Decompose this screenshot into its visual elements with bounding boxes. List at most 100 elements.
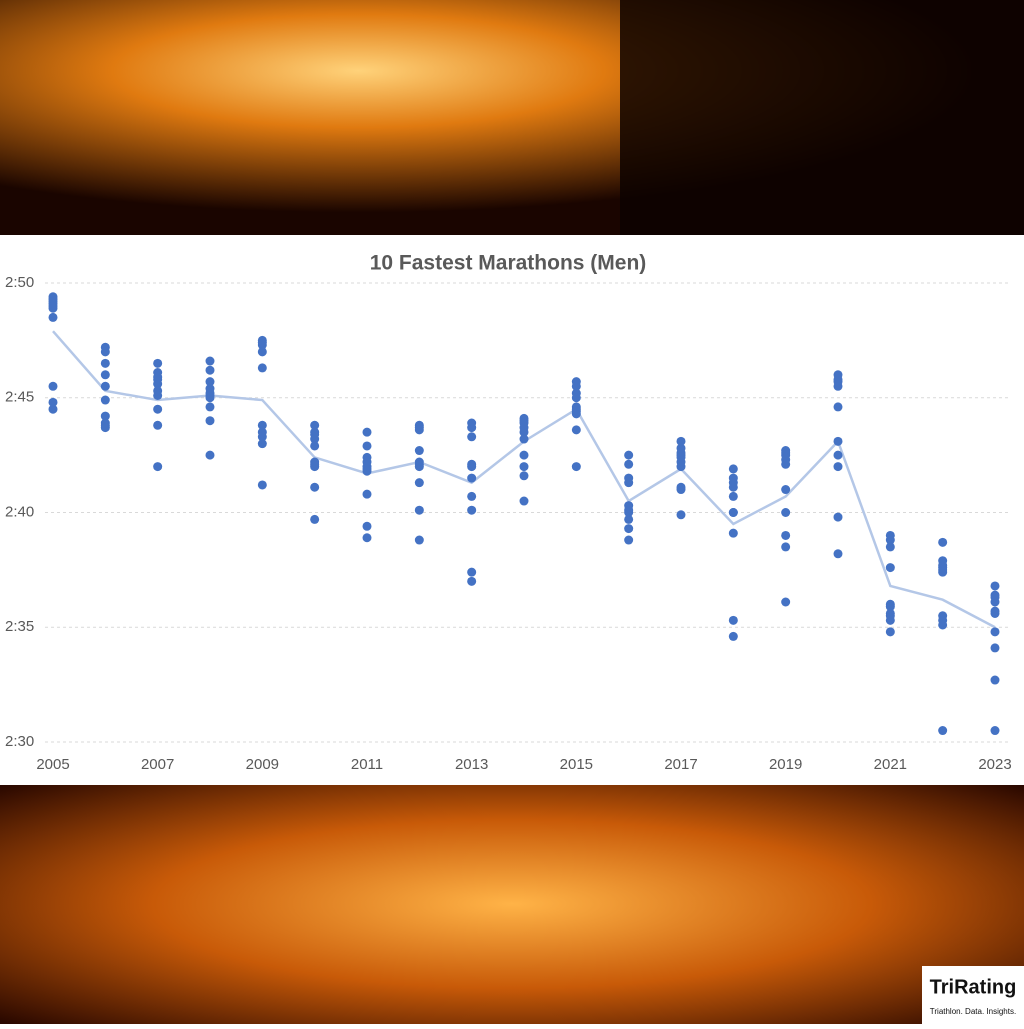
logo-name: TriRating — [930, 976, 1017, 998]
point — [885, 602, 895, 612]
point — [467, 462, 477, 472]
point — [624, 508, 634, 517]
point — [833, 381, 843, 391]
point — [624, 535, 634, 545]
point — [100, 370, 110, 380]
fire-bottom — [0, 784, 1024, 1024]
x-tick-label: 2013 — [455, 756, 488, 773]
point — [676, 485, 686, 495]
point — [519, 462, 529, 472]
point — [990, 627, 1000, 637]
point — [310, 434, 320, 444]
point — [833, 450, 843, 460]
x-tick-label: 2007 — [141, 756, 174, 773]
point — [624, 478, 634, 488]
point — [676, 462, 686, 472]
point — [205, 356, 215, 366]
point — [833, 436, 843, 446]
point — [205, 365, 215, 375]
point — [362, 533, 372, 543]
point — [728, 528, 738, 538]
point — [885, 563, 895, 573]
point — [571, 381, 581, 391]
point — [153, 420, 163, 430]
point — [257, 480, 267, 490]
logo-tagline: Triathlon. Data. Insights. — [930, 1007, 1016, 1016]
point — [48, 404, 58, 414]
point — [938, 537, 948, 547]
point — [885, 542, 895, 552]
point — [990, 675, 1000, 685]
point — [728, 482, 738, 492]
point — [48, 312, 58, 322]
x-tick-label: 2017 — [664, 756, 697, 773]
point — [100, 411, 110, 421]
point — [885, 627, 895, 637]
point — [467, 423, 477, 433]
x-tick-label: 2011 — [351, 756, 383, 773]
point — [414, 462, 424, 472]
x-tick-label: 2015 — [560, 756, 593, 773]
point — [990, 726, 1000, 736]
point — [48, 381, 58, 391]
point — [310, 420, 320, 430]
point — [153, 358, 163, 368]
plot-panel — [0, 235, 1024, 785]
point — [781, 597, 791, 607]
fire-dark — [620, 0, 1024, 236]
point — [938, 567, 948, 577]
point — [100, 347, 110, 357]
point — [257, 439, 267, 449]
point — [467, 567, 477, 577]
point — [624, 514, 634, 524]
point — [467, 491, 477, 501]
point — [467, 432, 477, 442]
point — [467, 505, 477, 515]
point — [100, 381, 110, 391]
y-tick-label: 2:40 — [5, 503, 34, 520]
point — [938, 726, 948, 736]
point — [519, 450, 529, 460]
point — [205, 393, 215, 403]
y-tick-label: 2:35 — [5, 618, 34, 635]
point — [781, 530, 791, 540]
point — [624, 459, 634, 469]
point — [676, 510, 686, 520]
point — [257, 340, 267, 350]
point — [414, 535, 424, 545]
point — [781, 485, 791, 495]
point — [310, 482, 320, 492]
point — [467, 576, 477, 586]
point — [571, 393, 581, 403]
x-tick-label: 2009 — [246, 756, 279, 773]
point — [205, 450, 215, 460]
point — [990, 643, 1000, 653]
x-tick-label: 2019 — [769, 756, 802, 773]
point — [885, 535, 895, 545]
x-tick-label: 2021 — [874, 756, 907, 773]
point — [728, 464, 738, 474]
point — [362, 489, 372, 499]
x-tick-label: 2023 — [978, 756, 1011, 773]
point — [362, 441, 372, 451]
point — [100, 358, 110, 368]
point — [571, 425, 581, 435]
point — [571, 462, 581, 472]
point — [781, 459, 791, 469]
point — [728, 615, 738, 625]
point — [205, 402, 215, 412]
point — [48, 397, 58, 407]
y-tick-label: 2:50 — [5, 274, 34, 291]
y-tick-label: 2:45 — [5, 389, 34, 406]
point — [728, 631, 738, 641]
point — [571, 409, 581, 419]
point — [362, 521, 372, 531]
point — [153, 462, 163, 472]
point — [205, 416, 215, 426]
point — [885, 615, 895, 625]
point — [414, 446, 424, 456]
point — [205, 377, 215, 387]
point — [310, 441, 320, 451]
point — [990, 581, 1000, 591]
